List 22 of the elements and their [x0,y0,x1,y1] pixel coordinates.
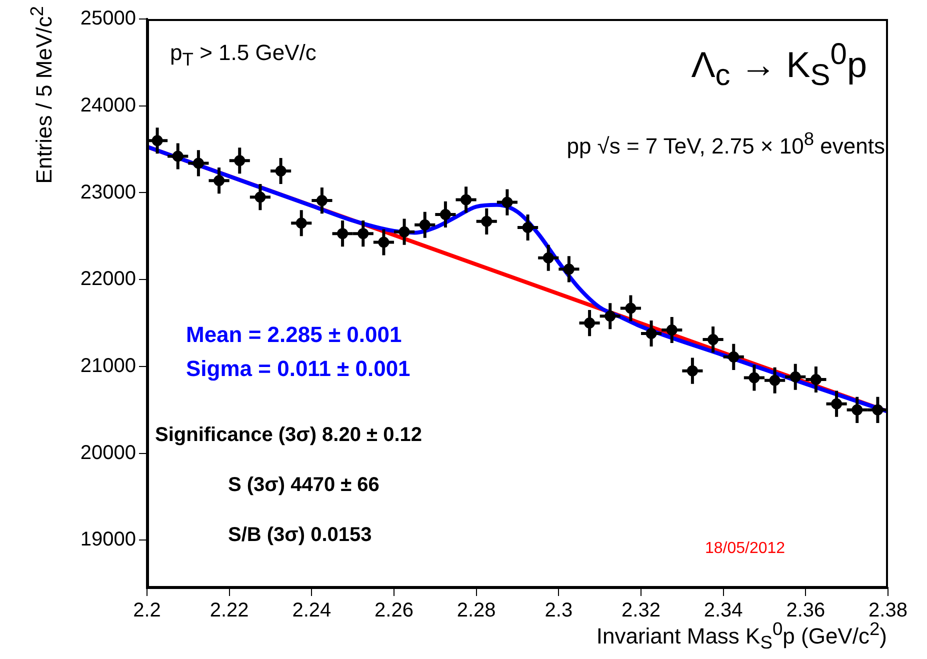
annotation: Λ$_{c}$ → K$_{S}$$^{0}$p [691,38,867,94]
y-tick-label: 21000 [80,354,136,377]
x-tick-label: 2.22 [210,600,249,622]
y-tick-label: 23000 [80,181,136,204]
annotation: Sigma = 0.011 ± 0.001 [186,356,410,382]
annotation: S/B (3σ) 0.0153 [228,524,372,547]
y-tick-label: 22000 [80,268,136,290]
x-tick-label: 2.3 [544,600,573,622]
annotation: Mean = 2.285 ± 0.001 [186,322,402,348]
y-tick-label: 20000 [80,442,136,464]
x-tick-label: 2.2 [133,600,161,622]
y-tick-label: 25000 [80,8,136,30]
y-tick-label: 24000 [80,94,136,116]
annotation: pp √s = 7 TeV, 2.75 × 10$^{8}$ events [566,128,885,160]
annotation: p$_{T}$ > 1.5 GeV/c [170,40,316,70]
x-tick-label: 2.28 [456,600,496,622]
annotation: S (3σ) 4470 ± 66 [228,474,380,497]
annotation: 18/05/2012 [705,540,786,558]
y-tick-label: 19000 [80,528,136,551]
x-tick-label: 2.24 [292,600,332,622]
x-tick-label: 2.26 [374,600,414,622]
annotation: Significance (3σ) 8.20 ± 0.12 [155,424,422,447]
